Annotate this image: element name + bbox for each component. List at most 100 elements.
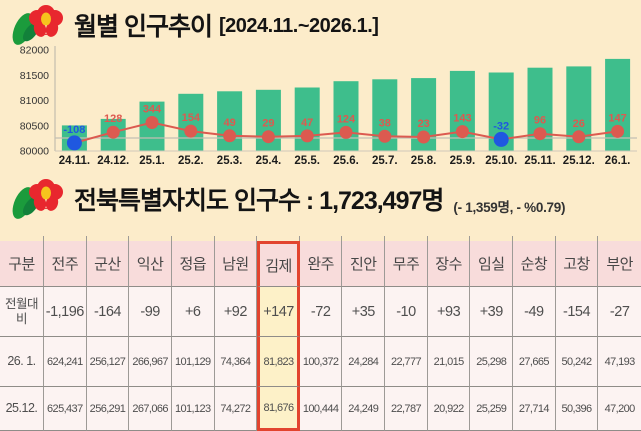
table-cell: -49 — [513, 287, 556, 337]
change-label: 96 — [534, 115, 546, 127]
chart-section-header: 월별 인구추이 [2024.11.~2026.1.] — [10, 2, 379, 48]
table-cell: 47,200 — [598, 387, 641, 431]
table-top-spacer — [87, 236, 130, 241]
change-marker — [611, 124, 625, 138]
table-top-spacer — [215, 236, 258, 241]
table-top-spacer — [342, 236, 386, 241]
table-cell: 20,922 — [427, 387, 471, 431]
table-cell: 24,284 — [342, 337, 386, 387]
change-label: 47 — [301, 117, 313, 129]
table-top-spacer — [428, 236, 471, 241]
y-tick-label: 81000 — [20, 95, 49, 107]
change-label: -108 — [63, 124, 85, 136]
table-cell: 27,714 — [513, 387, 556, 431]
column-header-1: 전주 — [44, 241, 87, 287]
row-label: 26. 1. — [0, 337, 44, 387]
x-tick-label: 25.11. — [524, 155, 555, 167]
table-cell: +6 — [171, 287, 215, 337]
y-tick-label: 80500 — [20, 120, 49, 132]
x-tick-label: 25.5. — [294, 155, 320, 167]
table-cell: +92 — [214, 287, 258, 337]
change-label: 38 — [379, 117, 391, 129]
x-tick-label: 25.7. — [372, 155, 398, 167]
population-bar-chart: 80000 80500 81000 81500 82000 -108 128 344 154 49… — [0, 42, 641, 172]
column-header-3: 익산 — [129, 241, 172, 287]
change-marker — [533, 127, 547, 141]
change-marker — [106, 125, 120, 139]
table-cell: 624,241 — [44, 337, 87, 387]
table-cell: 81,823 — [257, 337, 300, 387]
table-cell: 21,015 — [427, 337, 471, 387]
chart-title-range: [2024.11.~2026.1.] — [218, 14, 379, 37]
table-cell: 100,372 — [299, 337, 343, 387]
table-top-spacer — [172, 236, 215, 241]
x-tick-label: 25.2. — [178, 155, 204, 167]
change-label: 29 — [262, 118, 274, 130]
table-cell: 101,123 — [171, 387, 215, 431]
column-header-13: 고창 — [555, 241, 599, 287]
column-header-label: 구분 — [0, 241, 44, 287]
table-cell: 625,437 — [44, 387, 87, 431]
table-top-spacer — [513, 236, 556, 241]
change-label: 143 — [453, 113, 471, 125]
table-cell: +35 — [342, 287, 386, 337]
column-header-7: 완주 — [299, 241, 343, 287]
change-marker — [66, 135, 82, 151]
table-cell: +39 — [470, 287, 514, 337]
population-bar — [449, 70, 475, 151]
change-label: 124 — [337, 113, 356, 125]
change-marker — [223, 129, 237, 143]
column-header-2: 군산 — [86, 241, 130, 287]
change-label: 26 — [573, 118, 585, 130]
camellia-flower-icon — [12, 5, 63, 45]
table-cell: 27,665 — [513, 337, 556, 387]
column-header-10: 장수 — [427, 241, 471, 287]
x-tick-label: 25.1. — [139, 155, 165, 167]
change-label: 344 — [143, 104, 162, 116]
change-label: 23 — [417, 118, 429, 130]
change-marker — [184, 124, 198, 138]
table-top-spacer — [470, 236, 514, 241]
table-cell: 74,272 — [214, 387, 258, 431]
x-tick-label: 25.3. — [217, 155, 243, 167]
table-top-spacer — [0, 236, 44, 241]
y-tick-label: 82000 — [20, 45, 49, 57]
table-cell: -27 — [598, 287, 641, 337]
change-marker — [300, 129, 314, 143]
column-header-12: 순창 — [513, 241, 556, 287]
table-cell: 266,967 — [129, 337, 172, 387]
table-cell: 50,396 — [555, 387, 599, 431]
column-header-5: 남원 — [214, 241, 258, 287]
table-cell: 74,364 — [214, 337, 258, 387]
table-top-spacer — [556, 236, 599, 241]
x-tick-label: 25.6. — [333, 155, 359, 167]
province-population-change: (- 1,359명, - %0.79) — [453, 200, 566, 215]
city-population-table: 구분 전주 군산 익산 정읍 남원 김제 완주 진안 무주 장수 임실 순창 고창 부안 전월대비 -1,196… — [0, 236, 641, 431]
column-header-8: 진안 — [342, 241, 386, 287]
column-header-9: 무주 — [385, 241, 428, 287]
x-tick-label: 24.11. — [59, 155, 90, 167]
table-cell: 22,787 — [385, 387, 428, 431]
table-cell: 256,291 — [86, 387, 130, 431]
population-bar — [333, 81, 359, 151]
change-label: 147 — [608, 112, 626, 124]
change-marker — [572, 130, 586, 144]
x-tick-label: 25.9. — [450, 155, 476, 167]
table-cell: 81,676 — [257, 387, 300, 431]
table-cell: 50,242 — [555, 337, 599, 387]
change-marker — [417, 130, 431, 144]
population-bar — [178, 93, 204, 151]
column-header-11: 임실 — [470, 241, 514, 287]
column-header-4: 정읍 — [171, 241, 215, 287]
table-cell: 22,777 — [385, 337, 428, 387]
x-tick-label: 25.4. — [256, 155, 282, 167]
table-cell: -10 — [385, 287, 428, 337]
table-cell: -164 — [86, 287, 130, 337]
table-cell: -1,196 — [44, 287, 87, 337]
change-label: 154 — [182, 112, 201, 124]
table-top-spacer — [300, 236, 343, 241]
column-header-6: 김제 — [257, 241, 300, 287]
change-label: 128 — [104, 113, 122, 125]
table-cell: 24,249 — [342, 387, 386, 431]
table-cell: 267,066 — [129, 387, 172, 431]
